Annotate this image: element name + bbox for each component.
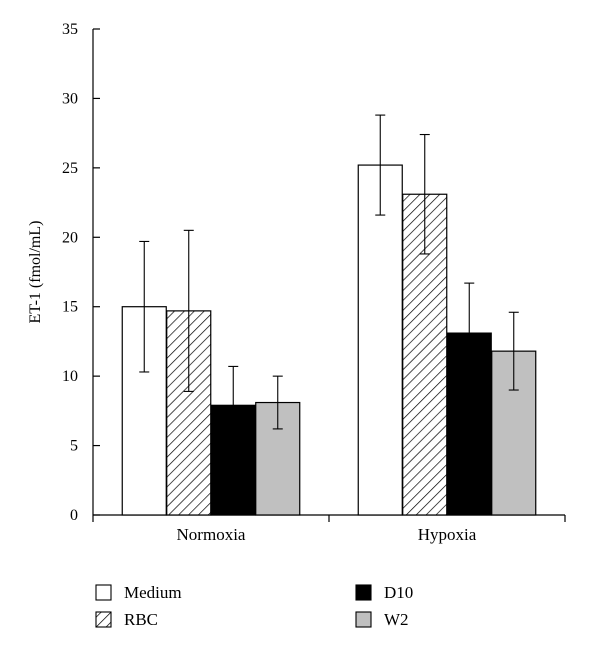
legend-label: RBC <box>124 610 158 629</box>
y-tick-label: 15 <box>62 299 78 316</box>
category-label: Hypoxia <box>418 525 477 544</box>
y-tick-label: 25 <box>62 160 78 177</box>
legend-swatch <box>95 611 112 628</box>
category-label: Normoxia <box>177 525 246 544</box>
legend-swatch <box>355 611 372 628</box>
error-bars <box>139 114 519 445</box>
legend-label: Medium <box>124 583 182 602</box>
y-tick-label: 35 <box>62 21 78 38</box>
legend-label: W2 <box>384 610 409 629</box>
bar <box>446 332 492 516</box>
y-tick-label: 5 <box>70 438 78 455</box>
labels: 0 5 10 15 20 25 30 35 Normoxia Hypoxia <box>62 21 477 544</box>
bar <box>166 310 212 516</box>
bars <box>121 164 537 516</box>
y-tick-label: 20 <box>62 229 78 246</box>
legend-swatch <box>95 584 112 601</box>
bar <box>357 164 403 516</box>
legend-label: D10 <box>384 583 413 602</box>
y-tick-label: 30 <box>62 90 78 107</box>
y-tick-label: 10 <box>62 368 78 385</box>
legend-swatch <box>355 584 372 601</box>
y-tick-label: 0 <box>70 507 78 524</box>
legend: Medium RBC D10 W2 <box>95 583 413 629</box>
y-axis-title: ET-1 (fmol/mL) <box>27 221 44 324</box>
